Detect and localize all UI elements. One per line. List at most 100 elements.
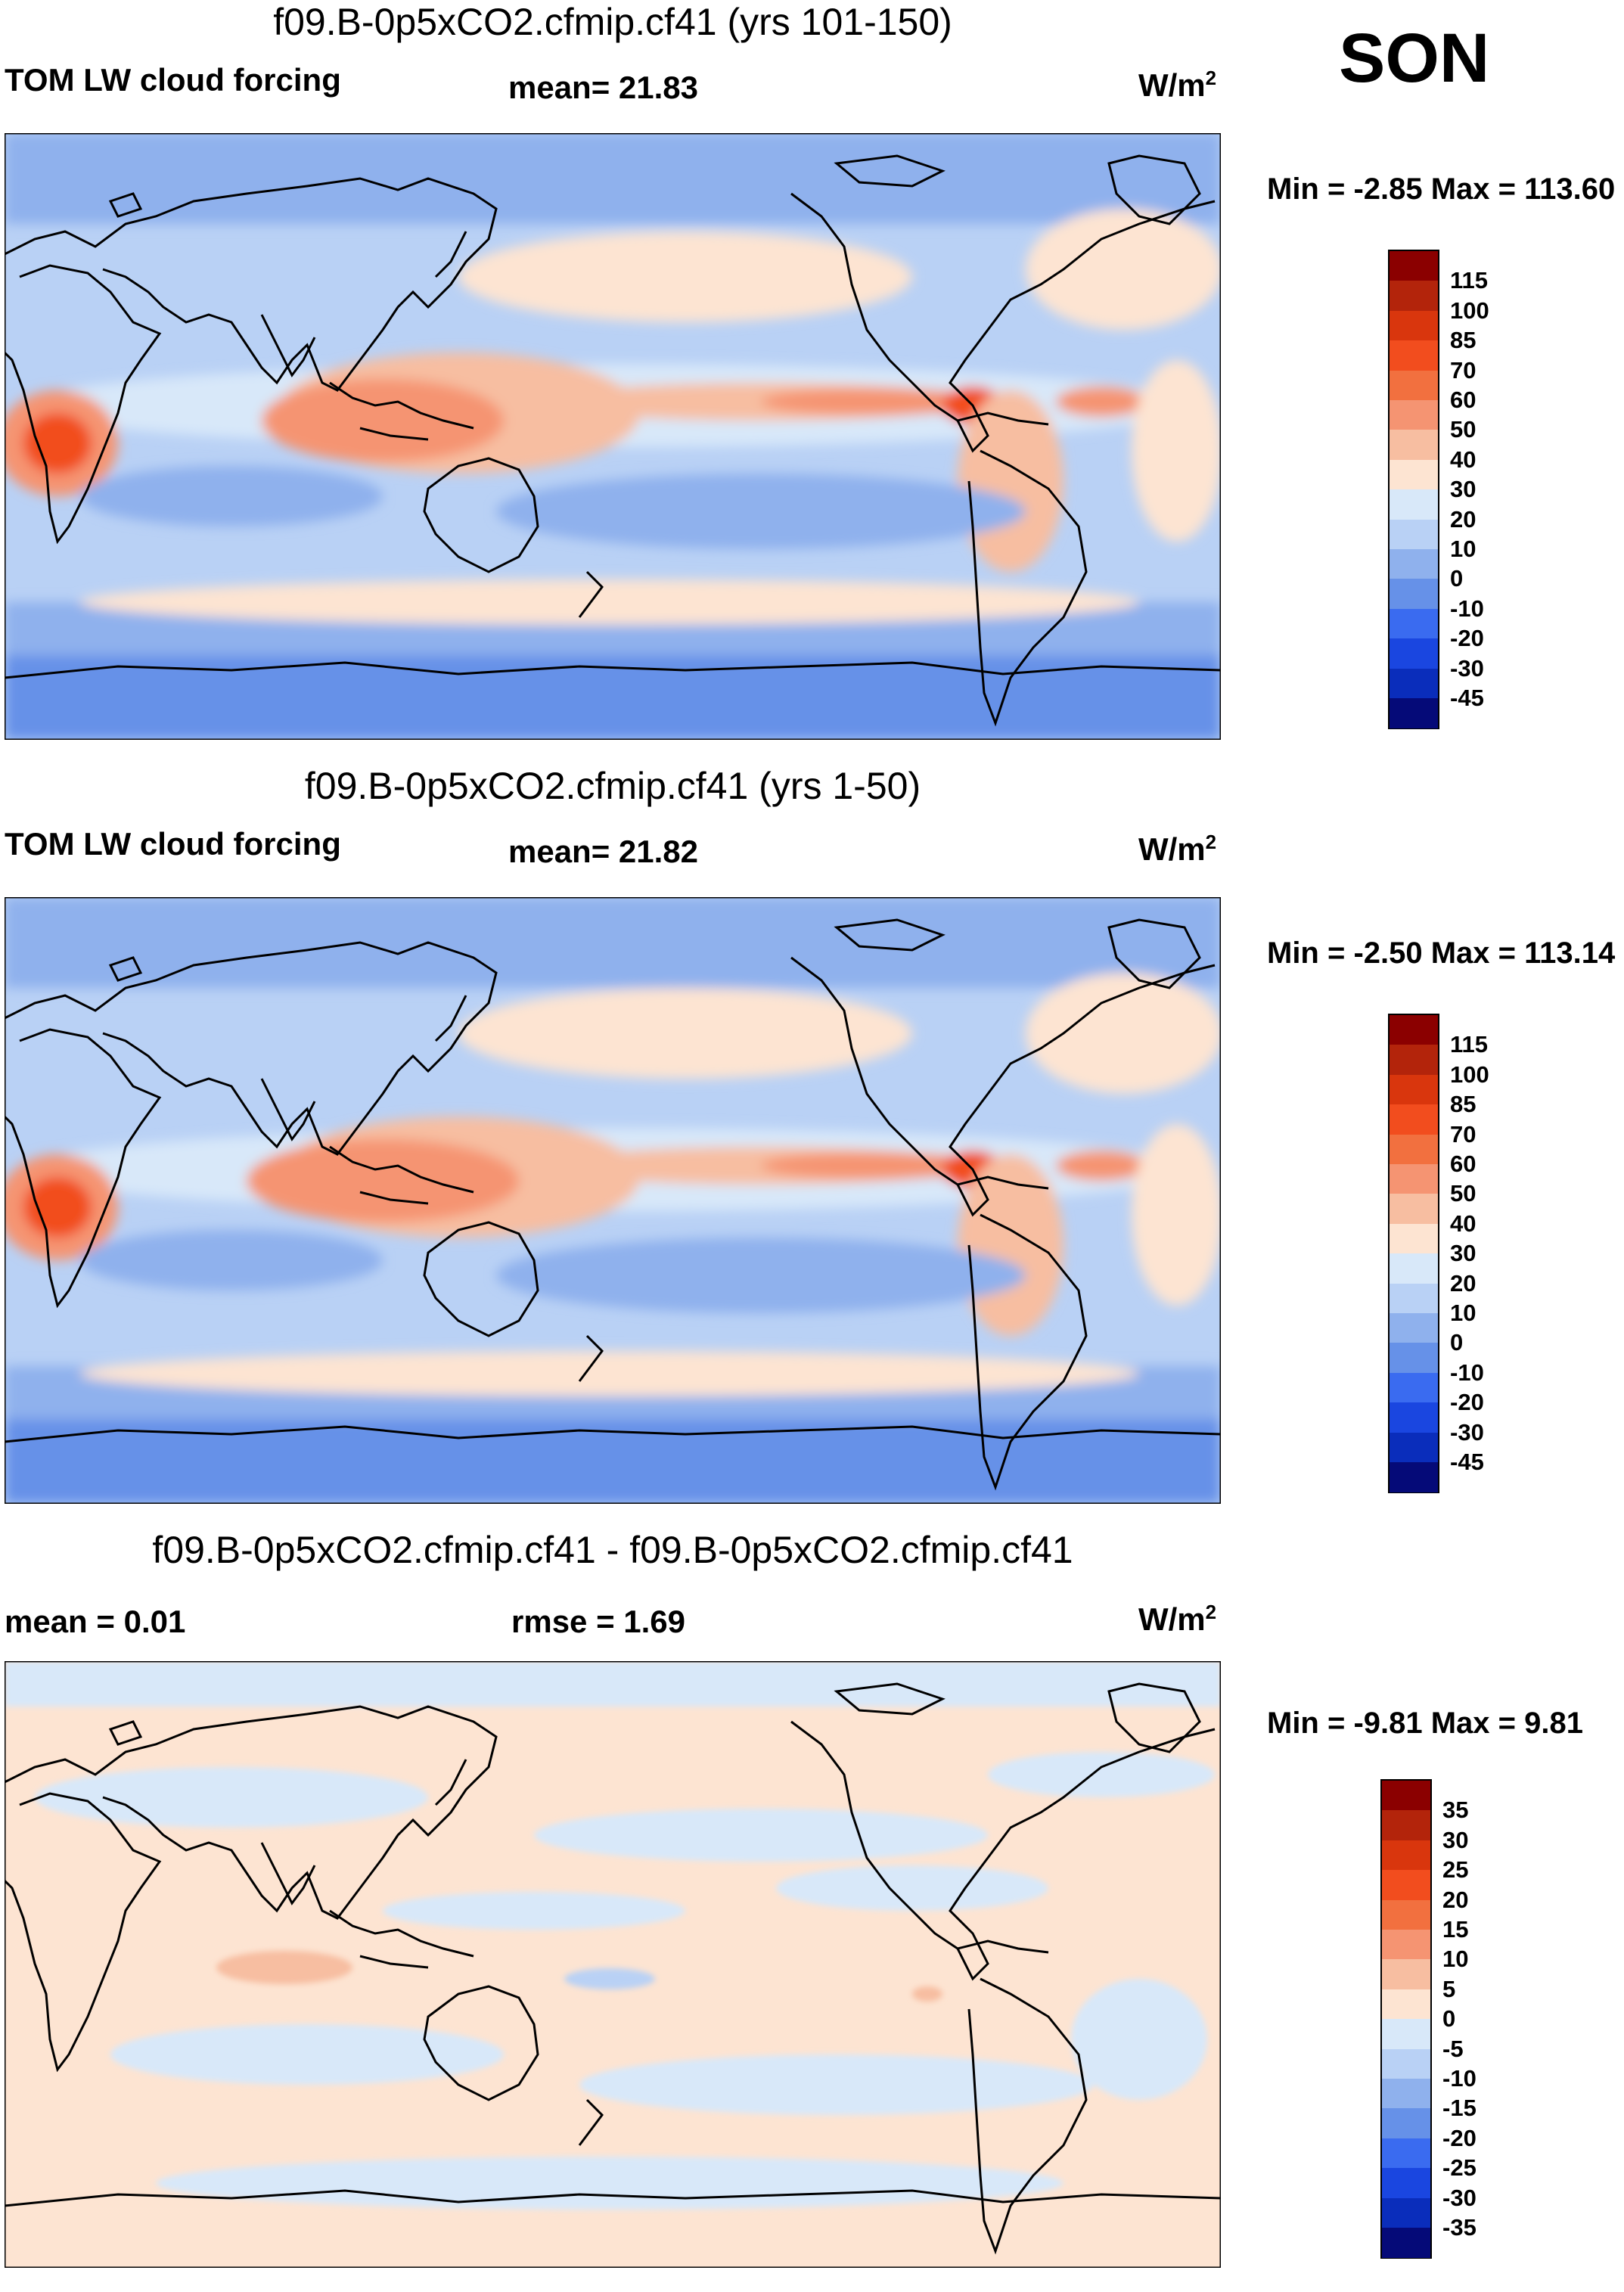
colorbar-swatch bbox=[1390, 1045, 1438, 1076]
colorbar-swatch bbox=[1390, 698, 1438, 728]
colorbar-tick-label: 30 bbox=[1442, 1826, 1469, 1853]
colorbar-tick-label: -10 bbox=[1442, 2065, 1477, 2092]
colorbar-tick-label: 100 bbox=[1450, 1061, 1489, 1088]
panel-1: f09.B-0p5xCO2.cfmip.cf41 (yrs 101-150) T… bbox=[0, 0, 1624, 764]
colorbar-tick-label: 50 bbox=[1450, 416, 1477, 443]
colorbar-tick-label: 30 bbox=[1450, 476, 1477, 503]
colorbar-tick-label: -15 bbox=[1442, 2095, 1477, 2122]
colorbar-swatch bbox=[1390, 668, 1438, 699]
colorbar-swatch bbox=[1382, 2138, 1430, 2169]
colorbar-swatch bbox=[1382, 1781, 1430, 1811]
colorbar-swatch bbox=[1390, 1402, 1438, 1433]
colorbar-tick-label: -25 bbox=[1442, 2154, 1477, 2182]
colorbar-swatch bbox=[1382, 2079, 1430, 2109]
colorbar-swatch bbox=[1390, 281, 1438, 312]
colorbar-tick-label: -20 bbox=[1450, 1389, 1484, 1416]
colorbar-swatch bbox=[1382, 1930, 1430, 1960]
colorbar-swatch bbox=[1390, 1253, 1438, 1284]
map-panel-3 bbox=[5, 1661, 1221, 2268]
units-label: W/m2 bbox=[1138, 831, 1217, 867]
colorbar-tick-label: -35 bbox=[1442, 2214, 1477, 2241]
colorbar-swatch bbox=[1390, 1313, 1438, 1343]
colorbar-tick-label: 100 bbox=[1450, 297, 1489, 324]
colorbar-tick-label: -45 bbox=[1450, 685, 1484, 711]
colorbar-tick-label: 10 bbox=[1442, 1946, 1469, 1973]
colorbar-swatch bbox=[1390, 489, 1438, 520]
minmax-label: Min = -2.50 Max = 113.14 bbox=[1267, 936, 1616, 970]
colorbar-tick-label: 10 bbox=[1450, 536, 1477, 562]
mean-label: mean= 21.83 bbox=[508, 70, 699, 105]
units-label: W/m2 bbox=[1138, 67, 1217, 103]
map-panel-2 bbox=[5, 897, 1221, 1504]
panel-title: f09.B-0p5xCO2.cfmip.cf41 (yrs 1-50) bbox=[304, 765, 921, 807]
colorbar-swatch bbox=[1390, 1074, 1438, 1105]
colorbar-swatch bbox=[1382, 1840, 1430, 1871]
colorbar-swatch bbox=[1382, 1899, 1430, 1930]
colorbar-swatch bbox=[1382, 2168, 1430, 2199]
colorbar-swatch bbox=[1390, 400, 1438, 430]
colorbar-swatch bbox=[1382, 1810, 1430, 1841]
colorbar-tick-label: -30 bbox=[1450, 1418, 1484, 1446]
colorbar-tick-label: -30 bbox=[1450, 654, 1484, 682]
units-label: W/m2 bbox=[1138, 1601, 1217, 1637]
panel-3: f09.B-0p5xCO2.cfmip.cf41 - f09.B-0p5xCO2… bbox=[0, 1528, 1624, 2292]
colorbar-swatch bbox=[1390, 1194, 1438, 1225]
colorbar-tick-label: 25 bbox=[1442, 1856, 1469, 1884]
colorbar-tick-label: -10 bbox=[1450, 595, 1484, 622]
variable-label: TOM LW cloud forcing bbox=[5, 826, 341, 862]
colorbar-tick-label: -45 bbox=[1450, 1449, 1484, 1475]
colorbar-tick-label: -20 bbox=[1442, 2124, 1477, 2151]
colorbar-tick-label: 85 bbox=[1450, 1091, 1477, 1118]
colorbar-box bbox=[1388, 1014, 1439, 1494]
colorbar-box bbox=[1380, 1779, 1432, 2259]
colorbar-tick-label: 15 bbox=[1442, 1916, 1469, 1943]
colorbar-tick-label: 30 bbox=[1450, 1240, 1477, 1267]
colorbar-tick-label: 115 bbox=[1450, 1031, 1489, 1058]
colorbar-tick-label: 0 bbox=[1450, 565, 1464, 592]
variable-label: TOM LW cloud forcing bbox=[5, 62, 341, 98]
colorbar-swatch bbox=[1390, 1283, 1438, 1314]
colorbar-tick-label: 20 bbox=[1450, 505, 1477, 533]
colorbar-swatch bbox=[1382, 2048, 1430, 2079]
colorbar-swatch bbox=[1382, 1870, 1430, 1901]
panel-title: f09.B-0p5xCO2.cfmip.cf41 (yrs 101-150) bbox=[273, 1, 952, 43]
colorbar-swatch bbox=[1390, 1164, 1438, 1194]
minmax-label: Min = -2.85 Max = 113.60 bbox=[1267, 172, 1616, 206]
minmax-label: Min = -9.81 Max = 9.81 bbox=[1267, 1707, 1583, 1740]
colorbar-tick-label: -5 bbox=[1442, 2035, 1464, 2062]
colorbar-swatch bbox=[1382, 1989, 1430, 2020]
colorbar-tick-label: 70 bbox=[1450, 356, 1477, 384]
colorbar-swatch bbox=[1390, 608, 1438, 639]
mean-label: mean = 0.01 bbox=[5, 1604, 186, 1639]
colorbar-tick-label: 35 bbox=[1442, 1797, 1469, 1824]
colorbar-swatch bbox=[1390, 1104, 1438, 1135]
colorbar-swatch bbox=[1390, 519, 1438, 550]
colorbar-tick-label: 20 bbox=[1442, 1886, 1469, 1913]
colorbar-tick-label: 40 bbox=[1450, 1210, 1477, 1237]
colorbar-swatch bbox=[1390, 430, 1438, 461]
colorbar-tick-label: 40 bbox=[1450, 446, 1477, 473]
colorbar-swatch bbox=[1390, 579, 1438, 610]
colorbar-tick-label: 0 bbox=[1450, 1329, 1464, 1356]
panel-2: f09.B-0p5xCO2.cfmip.cf41 (yrs 1-50) TOM … bbox=[0, 764, 1624, 1528]
colorbar-swatch bbox=[1390, 1462, 1438, 1492]
colorbar-tick-label: 50 bbox=[1450, 1180, 1477, 1207]
colorbar-swatch bbox=[1390, 1432, 1438, 1463]
colorbar-swatch bbox=[1382, 2108, 1430, 2139]
map-panel-1 bbox=[5, 133, 1221, 740]
colorbar-tick-label: 20 bbox=[1450, 1269, 1477, 1297]
colorbar-swatch bbox=[1390, 1343, 1438, 1374]
colorbar-tick-label: 5 bbox=[1442, 1975, 1456, 2002]
colorbar-swatch bbox=[1382, 2197, 1430, 2228]
colorbar-swatch bbox=[1390, 251, 1438, 281]
panel-title: f09.B-0p5xCO2.cfmip.cf41 - f09.B-0p5xCO2… bbox=[152, 1529, 1073, 1571]
colorbar-swatch bbox=[1390, 1134, 1438, 1165]
colorbar-swatch bbox=[1390, 1372, 1438, 1403]
colorbar-tick-label: -20 bbox=[1450, 625, 1484, 652]
colorbar-swatch bbox=[1390, 1223, 1438, 1254]
colorbar-tick-label: -10 bbox=[1450, 1359, 1484, 1386]
season-label: SON bbox=[1339, 20, 1490, 97]
mean-label: mean= 21.82 bbox=[508, 834, 699, 869]
colorbar-tick-label: 115 bbox=[1450, 267, 1489, 294]
colorbar-swatch bbox=[1390, 310, 1438, 341]
